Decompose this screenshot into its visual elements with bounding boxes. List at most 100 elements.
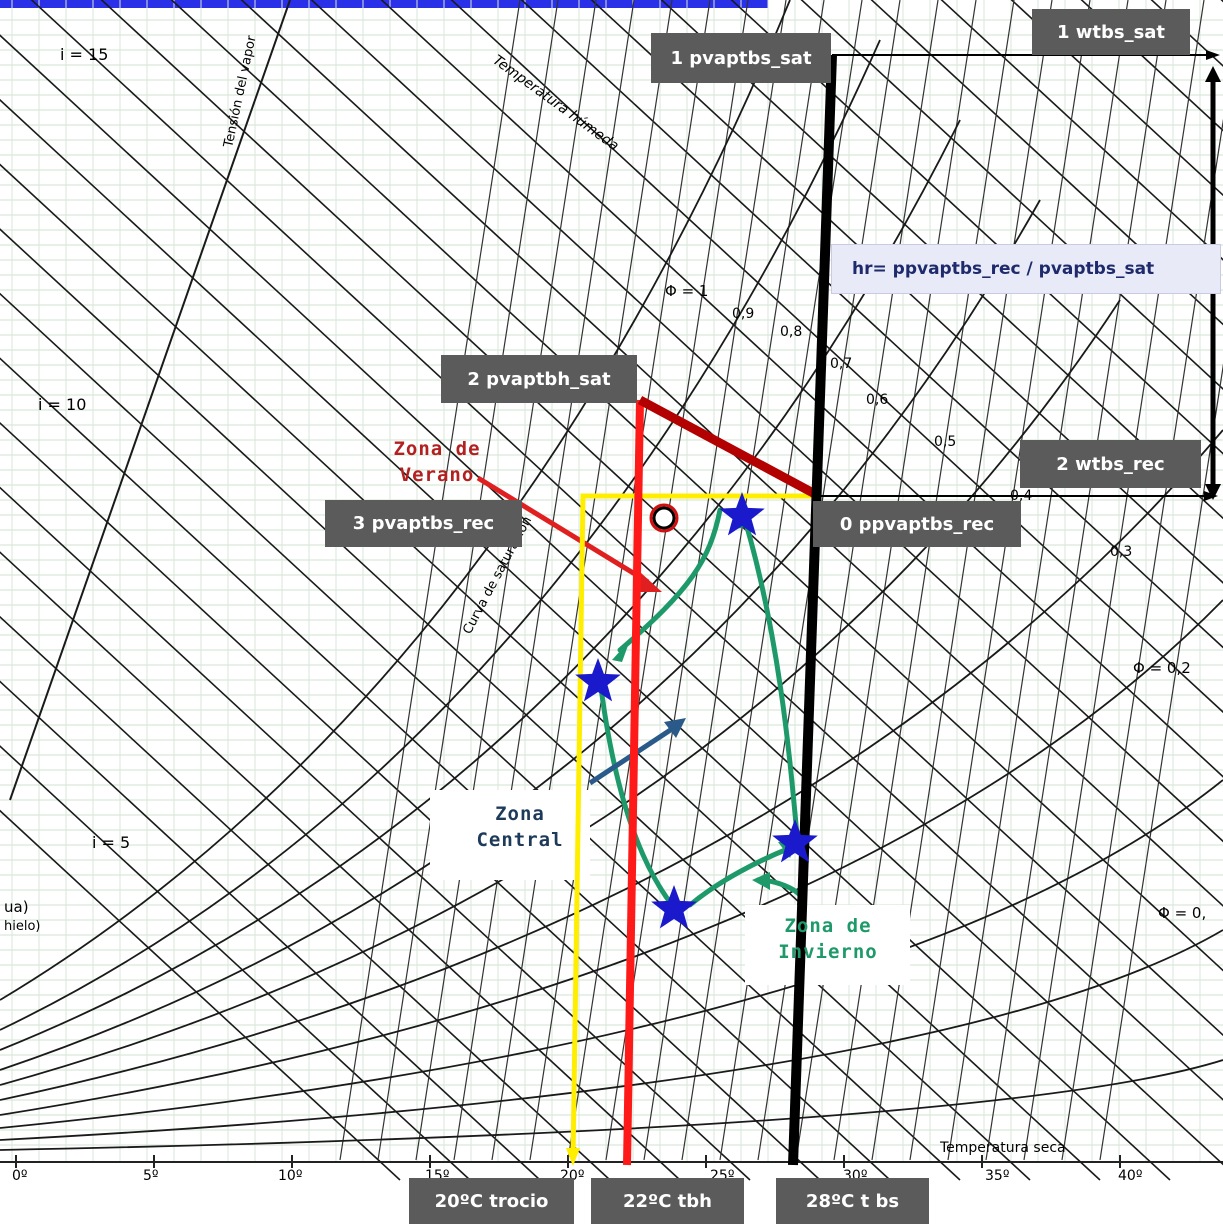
label-pvaptbh-sat: 2 pvaptbh_sat [441,355,637,403]
enthalpy-line [0,615,611,1181]
enthalpy-line [380,0,1223,778]
wetbulb-line [377,0,559,1161]
x-tick-label: 40º [1118,1168,1142,1184]
green-arrowhead [752,872,770,890]
wetbulb-line [1099,363,1223,1161]
enthalpy-line [0,357,891,1181]
rh-label: 0,6 [866,392,888,408]
zone-central-label: Zona Central [460,801,580,853]
enthalpy-line [1010,0,1223,197]
rh-1-label: Φ = 1 [665,282,708,300]
enthalpy-line [0,809,401,1181]
comfort-star-icon [772,819,818,863]
enthalpy-line [0,551,681,1181]
red-arrow-shaft [476,475,650,585]
comfort-star-icon [719,492,765,536]
wetbulb-line [833,0,1015,1161]
wetbulb-line [1023,0,1205,1161]
zone-verano-line1: Zona de [393,438,481,460]
state-point-marker [652,506,676,530]
rh-label: 0,8 [780,324,802,340]
vapor-tension-line [9,0,291,801]
x-tick-label: 35º [985,1168,1009,1184]
yellow-arrowhead [566,1148,580,1166]
label-ppvaptbs-rec: 0 ppvaptbs_rec [813,501,1021,547]
wetbulb-line [643,0,825,1161]
wet-bulb-label: Temperatura húmeda [490,52,622,154]
zone-central-backdrop [430,790,590,880]
rh-curve [0,779,1223,1129]
zone-central-line2: Central [476,829,564,851]
comfort-star-icon [651,885,697,929]
enthalpy-line [240,0,1223,907]
label-wtbs-sat: 1 wtbs_sat [1032,9,1190,55]
wetbulb-line [1061,118,1223,1161]
enthalpy-label-5: i = 5 [92,833,130,852]
rh-curve [0,1059,1223,1151]
enthalpy-line [0,745,471,1181]
wetbulb-line [947,0,1129,1161]
enthalpy-line [870,0,1223,326]
green-segment [617,507,723,653]
x-tick-label: 10º [278,1168,302,1184]
left-edge-text-1: ua) [4,898,29,916]
green-segment [742,517,800,838]
enthalpy-line [0,421,821,1181]
rh-0-label: Φ = 0, [1158,904,1206,922]
zone-central-line1: Zona [495,803,545,825]
wetbulb-line [529,0,711,1161]
rh-02-label: Φ = 0,2 [1133,659,1191,677]
label-pvaptbs-sat: 1 pvaptbs_sat [651,33,831,83]
dry-bulb-axis-title: Temperatura seca [939,1140,1066,1156]
rh-curve [0,199,1041,1071]
label-pvaptbs-rec: 3 pvaptbs_rec [325,500,522,547]
rh-label: 0,5 [934,434,956,450]
rh-curve [0,429,1223,1101]
label-wtbs-rec: 2 wtbs_rec [1020,440,1201,488]
state-point-ring [649,503,679,533]
black-drybulb-line [788,54,837,1166]
wetbulb-line [605,0,787,1161]
rh-curve [0,299,1121,1086]
rh-label: 0,3 [1110,544,1132,560]
enthalpy-label-10: i = 10 [38,395,86,414]
zone-invierno-line1: Zona de [784,915,872,937]
zone-invierno-label: Zona de Invierno [768,913,888,965]
wetbulb-line [415,0,597,1161]
wetbulb-line [985,0,1167,1161]
comfort-zone-path [597,507,803,908]
wetbulb-line [871,0,1053,1161]
vertical-arrowhead-bottom [1205,484,1221,500]
relative-humidity-curves [0,0,1223,1151]
wetbulb-line [567,0,749,1161]
enthalpy-line [170,0,1223,972]
header-link-bar[interactable] [0,0,768,8]
enthalpy-line [100,0,1223,1037]
enthalpy-line [940,0,1223,261]
green-arrowhead [612,640,630,662]
comfort-star-icon [575,658,621,702]
green-segment [597,677,675,908]
comfort-points [575,492,818,929]
label-drybulb-temp: 28ºC t bs [776,1178,929,1224]
enthalpy-line [0,98,1171,1181]
zone-verano-line2: Verano [399,464,475,486]
rh-label: 0,7 [830,356,852,372]
rh-curve [0,929,1223,1141]
rh-label: 0,9 [732,306,754,322]
x-tick-label: 5º [143,1168,159,1184]
enthalpy-line [0,34,1223,1166]
label-wetbulb-temp: 22ºC tbh [591,1178,744,1224]
green-segment [687,845,793,908]
x-tick-label: 0º [12,1168,28,1184]
enthalpy-line [590,0,1223,584]
rh-curve [0,0,791,1001]
chart-grid [0,0,1223,1181]
darkred-wetbulb-line [637,396,818,498]
enthalpy-line [0,486,751,1181]
relative-humidity-equation: hr= ppvaptbs_rec / pvaptbs_sat [831,244,1221,294]
enthalpy-label-15: i = 15 [60,45,108,64]
label-dewpoint-temp: 20ºC trocio [409,1178,574,1224]
zone-verano-label: Zona de Verano [382,436,492,488]
